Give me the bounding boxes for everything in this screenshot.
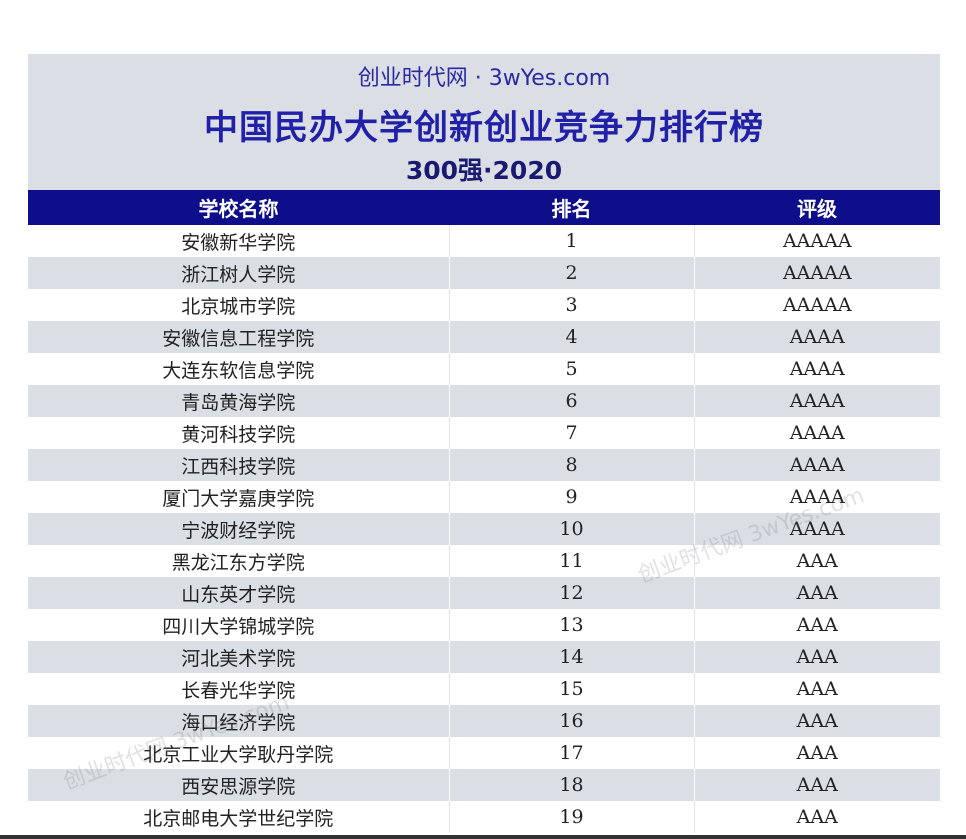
column-header-grade: 评级	[694, 190, 940, 225]
school-name-cell: 安徽信息工程学院	[28, 321, 449, 353]
grade-cell: AAA	[693, 641, 940, 673]
rank-cell: 1	[448, 225, 694, 257]
table-body: 安徽新华学院 1 AAAAA 浙江树人学院 2 AAAAA 北京城市学院 3 AAAAA 安徽信息…	[28, 225, 940, 833]
table-row: 黑龙江东方学院 11 AAA	[28, 545, 940, 577]
table-row: 浙江树人学院 2 AAAAA	[28, 257, 940, 289]
rank-cell: 7	[448, 417, 694, 449]
table-row: 宁波财经学院 10 AAAA	[28, 513, 940, 545]
rank-cell: 9	[448, 481, 694, 513]
school-name-cell: 青岛黄海学院	[28, 385, 449, 417]
school-name-cell: 北京城市学院	[28, 289, 449, 321]
grade-cell: AAAA	[693, 353, 940, 385]
column-header-school: 学校名称	[28, 190, 449, 225]
rank-cell: 18	[448, 769, 694, 801]
table-row: 青岛黄海学院 6 AAAA	[28, 385, 940, 417]
table-row: 海口经济学院 16 AAA	[28, 705, 940, 737]
table-row: 大连东软信息学院 5 AAAA	[28, 353, 940, 385]
table-row: 江西科技学院 8 AAAA	[28, 449, 940, 481]
rank-cell: 12	[448, 577, 694, 609]
school-name-cell: 海口经济学院	[28, 705, 449, 737]
table-row: 西安思源学院 18 AAA	[28, 769, 940, 801]
table-row: 北京城市学院 3 AAAAA	[28, 289, 940, 321]
table-row: 长春光华学院 15 AAA	[28, 673, 940, 705]
grade-cell: AAAAA	[693, 257, 940, 289]
school-name-cell: 宁波财经学院	[28, 513, 449, 545]
rank-cell: 6	[448, 385, 694, 417]
table-row: 黄河科技学院 7 AAAA	[28, 417, 940, 449]
rank-cell: 15	[448, 673, 694, 705]
rank-cell: 10	[448, 513, 694, 545]
grade-cell: AAAAA	[693, 289, 940, 321]
page-subtitle: 300强·2020	[405, 156, 563, 185]
school-name-cell: 厦门大学嘉庚学院	[28, 481, 449, 513]
school-name-cell: 四川大学锦城学院	[28, 609, 449, 641]
school-name-cell: 山东英才学院	[28, 577, 449, 609]
school-name-cell: 浙江树人学院	[28, 257, 449, 289]
header-banner: 创业时代网 · 3wYes.com 中国民办大学创新创业竞争力排行榜 300强·…	[28, 54, 940, 190]
rank-cell: 14	[448, 641, 694, 673]
school-name-cell: 长春光华学院	[28, 673, 449, 705]
site-name: 创业时代网 · 3wYes.com	[357, 66, 611, 91]
grade-cell: AAAAA	[693, 225, 940, 257]
grade-cell: AAAA	[693, 417, 940, 449]
grade-cell: AAA	[693, 609, 940, 641]
grade-cell: AAA	[693, 769, 940, 801]
grade-cell: AAA	[693, 801, 940, 833]
school-name-cell: 西安思源学院	[28, 769, 449, 801]
rank-cell: 16	[448, 705, 694, 737]
school-name-cell: 河北美术学院	[28, 641, 449, 673]
table-header-row: 学校名称 排名 评级	[28, 190, 940, 225]
school-name-cell: 黄河科技学院	[28, 417, 449, 449]
rank-cell: 2	[448, 257, 694, 289]
school-name-cell: 江西科技学院	[28, 449, 449, 481]
table-row: 山东英才学院 12 AAA	[28, 577, 940, 609]
ranking-table: 学校名称 排名 评级 安徽新华学院 1 AAAAA 浙江树人学院 2 AAAAA 北京城市学…	[28, 190, 940, 833]
grade-cell: AAAA	[693, 449, 940, 481]
table-row: 安徽信息工程学院 4 AAAA	[28, 321, 940, 353]
grade-cell: AAAA	[693, 481, 940, 513]
table-row: 北京邮电大学世纪学院 19 AAA	[28, 801, 940, 833]
table-row: 四川大学锦城学院 13 AAA	[28, 609, 940, 641]
page-title: 中国民办大学创新创业竞争力排行榜	[204, 108, 764, 148]
rank-cell: 8	[448, 449, 694, 481]
grade-cell: AAA	[693, 673, 940, 705]
table-row: 河北美术学院 14 AAA	[28, 641, 940, 673]
table-row: 厦门大学嘉庚学院 9 AAAA	[28, 481, 940, 513]
column-header-rank: 排名	[449, 190, 694, 225]
rank-cell: 4	[448, 321, 694, 353]
grade-cell: AAA	[693, 545, 940, 577]
rank-cell: 17	[448, 737, 694, 769]
grade-cell: AAA	[693, 705, 940, 737]
rank-cell: 11	[448, 545, 694, 577]
rank-cell: 19	[448, 801, 694, 833]
rank-cell: 5	[448, 353, 694, 385]
school-name-cell: 黑龙江东方学院	[28, 545, 449, 577]
grade-cell: AAAA	[693, 321, 940, 353]
grade-cell: AAAA	[693, 385, 940, 417]
grade-cell: AAA	[693, 737, 940, 769]
school-name-cell: 安徽新华学院	[28, 225, 449, 257]
school-name-cell: 北京工业大学耿丹学院	[28, 737, 449, 769]
table-row: 安徽新华学院 1 AAAAA	[28, 225, 940, 257]
grade-cell: AAAA	[693, 513, 940, 545]
rank-cell: 3	[448, 289, 694, 321]
rank-cell: 13	[448, 609, 694, 641]
bottom-divider	[0, 835, 966, 839]
school-name-cell: 北京邮电大学世纪学院	[28, 801, 449, 833]
school-name-cell: 大连东软信息学院	[28, 353, 449, 385]
grade-cell: AAA	[693, 577, 940, 609]
table-row: 北京工业大学耿丹学院 17 AAA	[28, 737, 940, 769]
ranking-sheet: 创业时代网 · 3wYes.com 中国民办大学创新创业竞争力排行榜 300强·…	[28, 54, 940, 839]
